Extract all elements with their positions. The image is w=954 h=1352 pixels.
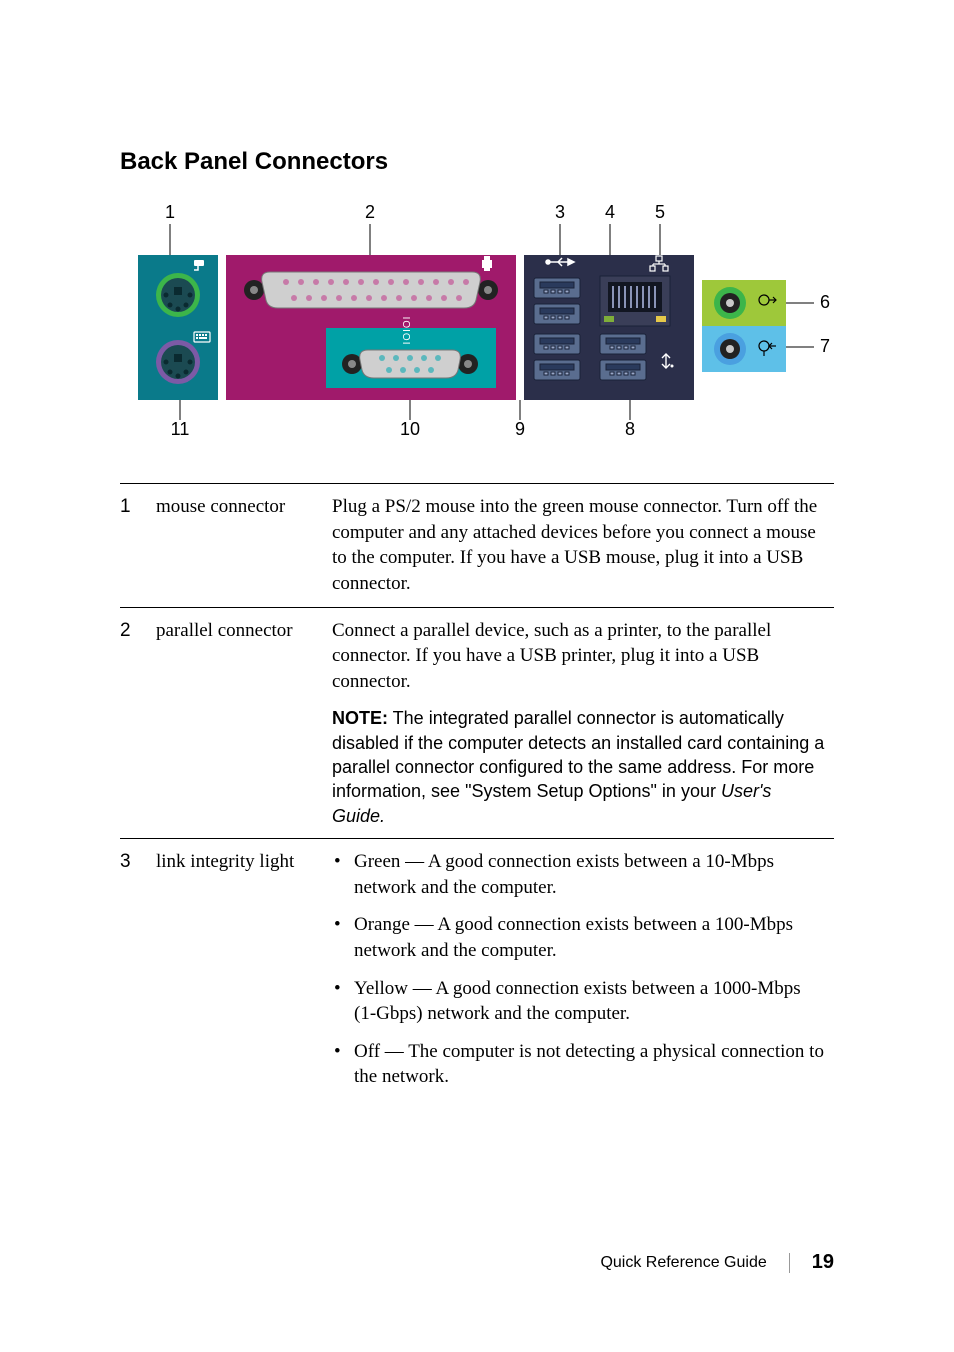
callout-7: 7: [820, 336, 830, 356]
callout-3: 3: [555, 202, 565, 222]
row-number: 1: [120, 484, 156, 608]
callout-9: 9: [515, 419, 525, 439]
row-desc-text: Connect a parallel device, such as a pri…: [332, 620, 771, 692]
row-desc: Connect a parallel device, such as a pri…: [332, 607, 834, 838]
callout-5: 5: [655, 202, 665, 222]
list-item: Green — A good connection exists between…: [332, 849, 826, 900]
row-name: mouse connector: [156, 484, 332, 608]
connector-table: 1 mouse connector Plug a PS/2 mouse into…: [120, 483, 834, 1100]
row-number: 3: [120, 838, 156, 1100]
callout-1: 1: [165, 202, 175, 222]
list-item: Orange — A good connection exists betwee…: [332, 912, 826, 963]
callout-10: 10: [400, 419, 420, 439]
row-desc: Plug a PS/2 mouse into the green mouse c…: [332, 484, 834, 608]
callout-11: 11: [171, 419, 190, 439]
page-footer: Quick Reference Guide 19: [600, 1251, 834, 1274]
callout-8: 8: [625, 419, 635, 439]
footer-title: Quick Reference Guide: [600, 1254, 766, 1272]
table-row: 3 link integrity light Green — A good co…: [120, 838, 834, 1100]
row-number: 2: [120, 607, 156, 838]
callout-6: 6: [820, 292, 830, 312]
callout-2: 2: [365, 202, 375, 222]
row-name: parallel connector: [156, 607, 332, 838]
table-row: 1 mouse connector Plug a PS/2 mouse into…: [120, 484, 834, 608]
note-label: NOTE:: [332, 708, 388, 728]
list-item: Off — The computer is not detecting a ph…: [332, 1039, 826, 1090]
row-name: link integrity light: [156, 838, 332, 1100]
note-block: NOTE: The integrated parallel connector …: [332, 694, 826, 827]
audio-panel: [702, 280, 786, 372]
list-item: Yellow — A good connection exists betwee…: [332, 976, 826, 1027]
row-desc: Green — A good connection exists between…: [332, 838, 834, 1100]
usb-network-panel: [524, 255, 694, 400]
footer-divider: [789, 1253, 790, 1273]
parallel-serial-panel: IOIOI: [226, 255, 516, 400]
section-heading: Back Panel Connectors: [120, 148, 834, 176]
svg-text:IOIOI: IOIOI: [402, 316, 413, 345]
callout-4: 4: [605, 202, 615, 222]
ps2-panel: [138, 255, 218, 400]
table-row: 2 parallel connector Connect a parallel …: [120, 607, 834, 838]
page-number: 19: [812, 1251, 834, 1274]
rj45-port: [600, 276, 670, 326]
back-panel-diagram: 1 2 3 4 5 6 7 8 9 10 11: [120, 200, 834, 465]
